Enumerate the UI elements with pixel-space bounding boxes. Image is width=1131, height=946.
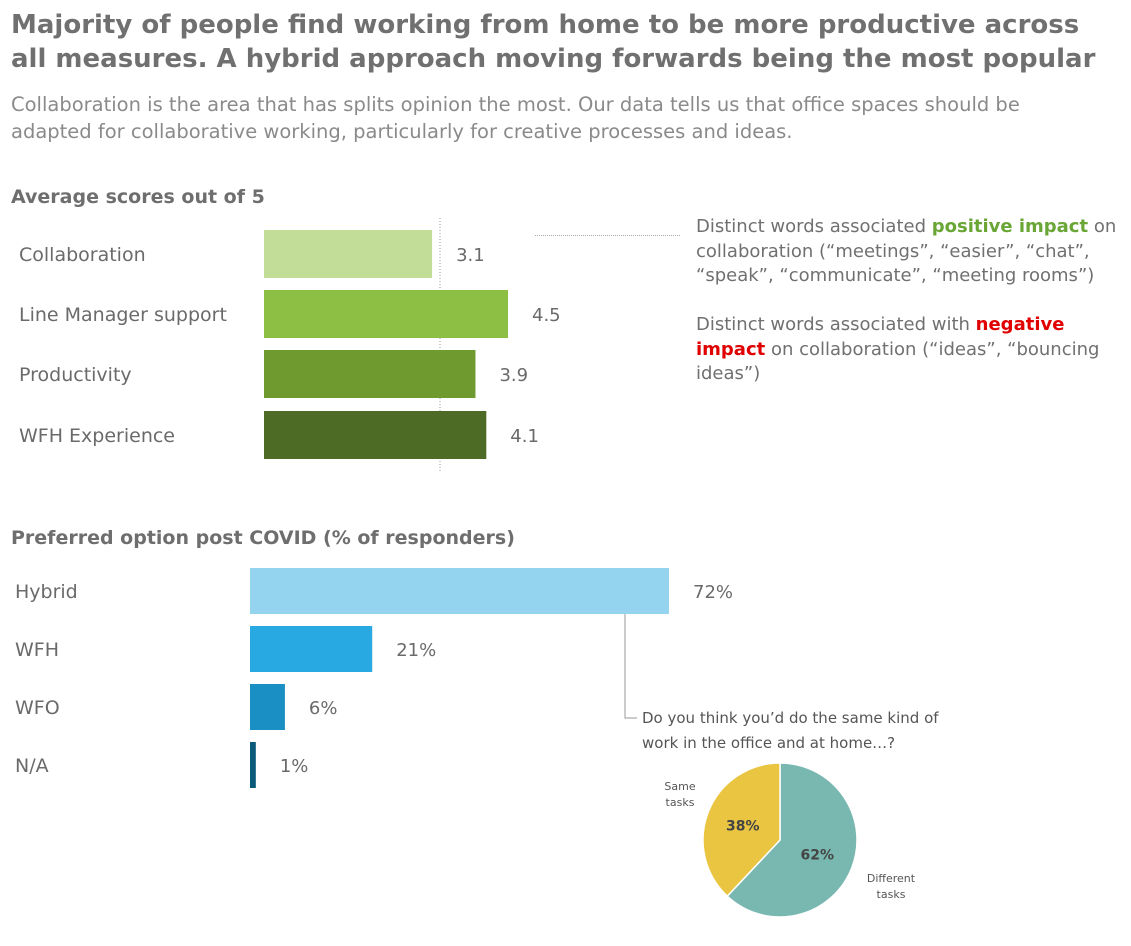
- negative-note-prefix: Distinct words associated with: [696, 314, 976, 335]
- category-label: Line Manager support: [19, 304, 227, 326]
- options-chart: Hybrid 72% WFH 21% WFO 6% N/A 1%: [0, 560, 780, 800]
- category-label: Collaboration: [19, 244, 146, 266]
- category-label: WFH: [15, 639, 59, 661]
- bar: [250, 568, 669, 614]
- positive-impact-note: Distinct words associated positive impac…: [696, 215, 1126, 289]
- bar: [264, 350, 476, 398]
- negative-impact-highlight: negative impact: [696, 314, 1065, 360]
- data-label: 3.9: [499, 365, 528, 386]
- bar: [264, 411, 487, 459]
- pie-slice: [726, 762, 858, 918]
- bar: [250, 742, 256, 788]
- bar: [250, 626, 373, 672]
- negative-note-suffix: on collaboration (“ideas”, “bouncing ide…: [696, 338, 1100, 385]
- category-label: WFH Experience: [19, 425, 175, 447]
- pie-category-label: Same tasks: [664, 780, 695, 809]
- pie-question: Do you think you’d do the same kind of w…: [642, 709, 939, 752]
- page-subtitle: Collaboration is the area that has split…: [11, 93, 1020, 143]
- page-title: Majority of people find working from hom…: [11, 10, 1096, 74]
- category-label: Hybrid: [15, 581, 78, 603]
- positive-note-prefix: Distinct words associated: [696, 216, 932, 237]
- bar: [264, 230, 433, 278]
- bar: [264, 290, 508, 338]
- pie-value-label: 38%: [726, 818, 760, 834]
- scores-chart-svg: Collaboration 3.1 Line Manager support 4.5 P…: [19, 218, 561, 473]
- note-connector-line: [535, 235, 680, 236]
- data-label: 72%: [693, 582, 733, 603]
- data-label: 4.5: [532, 305, 561, 326]
- pie-chart: 38% 62% Same tasks Different tasks: [664, 762, 916, 918]
- category-label: N/A: [15, 755, 49, 777]
- category-label: Productivity: [19, 364, 132, 386]
- positive-impact-highlight: positive impact: [931, 216, 1089, 237]
- data-label: 1%: [280, 756, 309, 777]
- pie-category-label: Different tasks: [867, 872, 916, 901]
- options-chart-title: Preferred option post COVID (% of respon…: [11, 527, 515, 549]
- data-label: 21%: [396, 640, 436, 661]
- data-label: 4.1: [510, 426, 539, 447]
- pie-slice: [702, 762, 781, 898]
- positive-note-suffix: on collaboration (“meetings”, “easier”, …: [696, 216, 1117, 286]
- bar: [250, 684, 285, 730]
- pie-connector: [624, 614, 637, 719]
- negative-impact-note: Distinct words associated with negative …: [696, 313, 1126, 387]
- category-label: WFO: [15, 697, 60, 719]
- data-label: 6%: [309, 698, 338, 719]
- options-chart-svg: Hybrid 72% WFH 21% WFO 6% N/A 1%: [15, 568, 733, 788]
- scores-chart-title: Average scores out of 5: [11, 186, 265, 208]
- scores-chart: Collaboration 3.1 Line Manager support 4.5 P…: [0, 215, 600, 475]
- data-label: 3.1: [456, 245, 485, 266]
- pie-value-label: 62%: [800, 848, 834, 864]
